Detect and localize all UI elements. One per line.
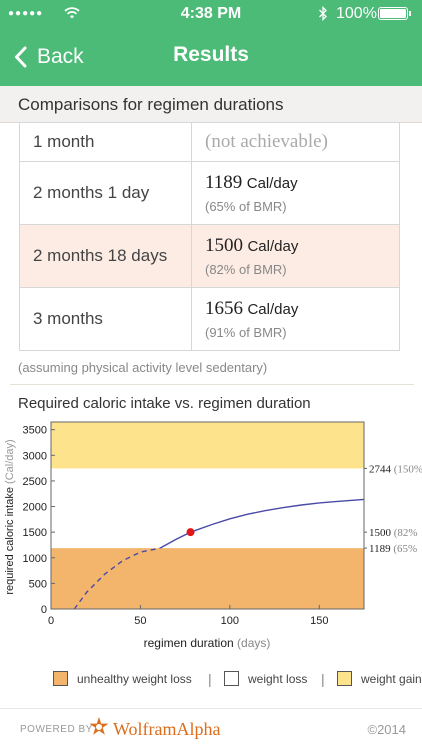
legend-separator: | xyxy=(321,671,325,687)
bmr-percent: (91% of BMR) xyxy=(205,325,287,340)
y-tick-label: 2500 xyxy=(23,476,47,488)
section-title: Comparisons for regimen durations xyxy=(18,95,284,114)
back-button[interactable]: Back xyxy=(14,42,84,72)
status-bar: ●●●●● 4:38 PM 100% xyxy=(0,0,422,28)
back-label: Back xyxy=(37,45,84,68)
chevron-left-icon xyxy=(15,46,27,68)
copyright-text: ©2014 xyxy=(367,722,407,737)
page-title: Results xyxy=(173,43,249,66)
calorie-value: 1189 xyxy=(205,172,243,193)
comparison-table: 1 month (not achievable) 2 months 1 day … xyxy=(19,122,400,351)
duration-cell: 1 month xyxy=(19,122,192,162)
y-tick-label: 500 xyxy=(29,578,47,590)
legend-label: unhealthy weight loss xyxy=(77,671,192,686)
legend-label: weight loss xyxy=(248,671,308,686)
legend-label: weight gain xyxy=(361,671,422,686)
not-achievable-text: (not achievable) xyxy=(205,131,328,152)
calorie-cell: 1500 Cal/day (82% of BMR) xyxy=(191,224,400,288)
legend-swatch xyxy=(337,671,352,686)
x-tick-label: 150 xyxy=(310,615,328,627)
calorie-unit: Cal/day xyxy=(247,301,299,318)
y-tick-label: 2000 xyxy=(23,502,47,514)
legend-item-unhealthy-weight-loss: unhealthy weight loss xyxy=(53,671,192,686)
y-tick-label: 1000 xyxy=(23,553,47,565)
navigation-bar: Back Results xyxy=(0,28,422,86)
selected-point-marker xyxy=(186,528,195,537)
battery-icon xyxy=(378,7,411,20)
wifi-icon xyxy=(64,7,80,19)
calorie-cell: (not achievable) xyxy=(191,122,400,162)
chart-legend: unhealthy weight loss | weight loss | we… xyxy=(0,665,422,695)
x-axis-label: regimen duration (days) xyxy=(144,636,271,650)
wolfram-alpha-logo[interactable]: WolframAlpha xyxy=(113,719,221,739)
section-header: Comparisons for regimen durations xyxy=(0,86,422,123)
calorie-unit: Cal/day xyxy=(247,238,299,255)
x-tick-label: 100 xyxy=(221,615,239,627)
right-axis-label: 2744 (150% xyxy=(369,463,422,475)
band-unhealthy-weight-loss xyxy=(51,548,364,609)
signal-dots-icon: ●●●●● xyxy=(8,8,44,19)
wolfram-star-icon xyxy=(89,717,109,735)
chart-title: Required caloric intake vs. regimen dura… xyxy=(18,395,311,412)
bmr-percent: (82% of BMR) xyxy=(205,262,287,277)
footer: POWERED BY WolframAlpha ©2014 xyxy=(0,708,422,751)
legend-swatch xyxy=(224,671,239,686)
calorie-value: 1500 xyxy=(205,235,243,256)
duration-cell: 3 months xyxy=(19,287,192,351)
calorie-cell: 1189 Cal/day (65% of BMR) xyxy=(191,161,400,225)
band-weight-loss xyxy=(51,468,364,549)
battery-percent: 100% xyxy=(336,5,377,22)
y-tick-label: 1500 xyxy=(23,527,47,539)
table-row-highlighted: 2 months 18 days 1500 Cal/day (82% of BM… xyxy=(19,224,400,288)
calorie-value: 1656 xyxy=(205,298,243,319)
y-tick-label: 3000 xyxy=(23,450,47,462)
clock-time: 4:38 PM xyxy=(180,5,242,22)
plot-frame xyxy=(50,421,365,610)
y-tick-label: 3500 xyxy=(23,425,47,437)
legend-swatch xyxy=(53,671,68,686)
calorie-unit: Cal/day xyxy=(246,175,298,192)
caloric-intake-chart: 0 500 1000 1500 2000 2500 3000 3500 0 50 100 150 27… xyxy=(4,421,422,650)
legend-separator: | xyxy=(208,671,212,687)
bmr-percent: (65% of BMR) xyxy=(205,199,287,214)
table-row: 3 months 1656 Cal/day (91% of BMR) xyxy=(19,287,400,351)
right-axis-label: 1189 (65% xyxy=(369,543,417,555)
band-weight-gain xyxy=(51,422,364,469)
curve-dashed-segment xyxy=(73,547,161,610)
legend-item-weight-loss: weight loss xyxy=(224,671,307,686)
bluetooth-icon xyxy=(319,6,327,21)
x-tick-label: 50 xyxy=(134,615,146,627)
divider xyxy=(10,384,414,385)
calorie-cell: 1656 Cal/day (91% of BMR) xyxy=(191,287,400,351)
table-row: 1 month (not achievable) xyxy=(19,122,400,162)
x-tick-label: 0 xyxy=(48,615,54,627)
legend-item-weight-gain: weight gain xyxy=(337,671,422,686)
right-axis-label: 1500 (82% xyxy=(369,527,418,539)
duration-cell: 2 months 18 days xyxy=(19,224,192,288)
powered-by-text: POWERED BY xyxy=(20,724,93,735)
assumption-note: (assuming physical activity level sedent… xyxy=(18,360,268,375)
y-axis-label: required caloric intake (Cal/day) xyxy=(4,439,16,594)
y-tick-label: 0 xyxy=(41,604,47,616)
